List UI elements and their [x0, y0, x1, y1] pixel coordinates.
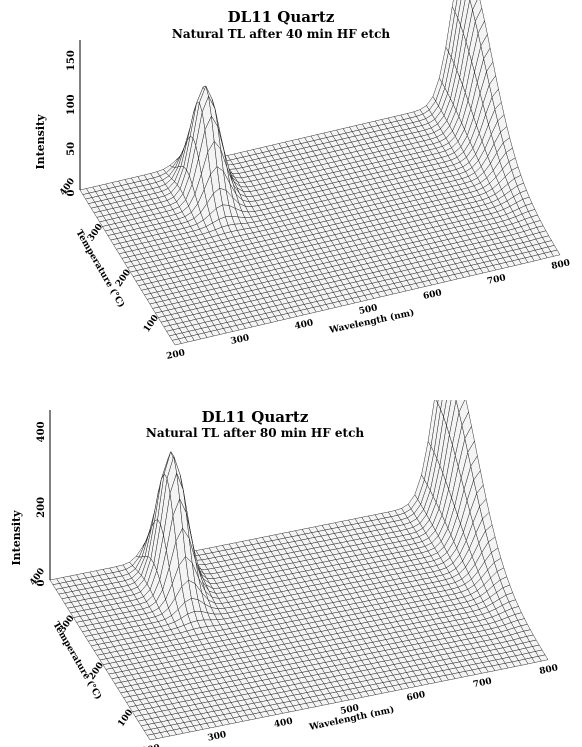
x-tick-label: 400 [294, 318, 314, 332]
x-tick-label: 700 [486, 273, 506, 287]
z-tick-label: 0 [66, 189, 77, 196]
z-tick-label: 400 [36, 421, 47, 442]
x-tick-label: 500 [358, 303, 378, 317]
x-tick-label: 600 [422, 288, 442, 302]
surface-mesh [49, 400, 549, 741]
surface-plot-80min: 2003004005006007008001002003004000200400… [10, 400, 559, 747]
chart-panel-40min: DL11 Quartz Natural TL after 40 min HF e… [0, 0, 582, 365]
x-tick-label: 400 [273, 717, 293, 731]
x-tick-label: 600 [406, 690, 426, 704]
x-tick-label: 800 [551, 258, 571, 272]
x-tick-label: 300 [230, 333, 250, 347]
x-tick-label: 200 [141, 743, 161, 747]
z-tick-label: 0 [36, 579, 47, 586]
surface-cell [451, 0, 458, 13]
x-tick-label: 800 [539, 663, 559, 677]
z-tick-label: 150 [66, 50, 77, 71]
x-tick-label: 300 [207, 730, 227, 744]
x-tick-label: 200 [166, 348, 186, 362]
z-tick-label: 200 [36, 497, 47, 518]
chart-subtitle: Natural TL after 80 min HF etch [145, 426, 365, 440]
z-tick-label: 100 [66, 94, 77, 115]
chart-panel-80min: DL11 Quartz Natural TL after 80 min HF e… [0, 400, 582, 747]
surface-cell [437, 400, 443, 411]
surface-cell [454, 0, 462, 19]
chart-title: DL11 Quartz [201, 408, 309, 426]
chart-title: DL11 Quartz [227, 8, 335, 26]
z-tick-label: 50 [66, 142, 77, 156]
surface-cell [550, 249, 561, 257]
surface-cell [538, 654, 549, 662]
z-axis-title: Intensity [34, 114, 47, 170]
surface-plot-40min: 2003004005006007008001002003004000501001… [34, 0, 571, 362]
surface-cell [440, 400, 447, 418]
surface-mesh [79, 0, 561, 346]
z-axis-title: Intensity [10, 510, 23, 566]
x-tick-label: 500 [340, 703, 360, 717]
x-tick-label: 700 [472, 677, 492, 691]
chart-subtitle: Natural TL after 40 min HF etch [171, 27, 391, 41]
